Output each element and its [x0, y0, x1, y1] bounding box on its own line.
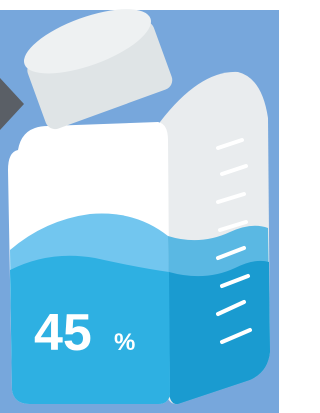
percent-value: 45 [34, 304, 92, 362]
percent-unit: % [114, 329, 135, 356]
illustration: 45 % [0, 0, 285, 413]
